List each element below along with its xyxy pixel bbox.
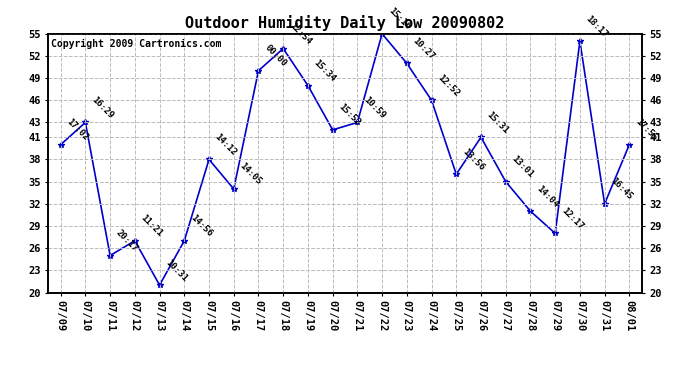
Text: 10:27: 10:27 [411, 36, 436, 61]
Text: 10:31: 10:31 [164, 258, 189, 283]
Text: 12:54: 12:54 [287, 21, 313, 46]
Text: 14:05: 14:05 [238, 162, 264, 187]
Text: 20:17: 20:17 [115, 228, 139, 254]
Text: 15:16: 15:16 [386, 6, 412, 32]
Text: 15:31: 15:31 [485, 110, 511, 135]
Text: 16:29: 16:29 [90, 95, 115, 120]
Text: 17:02: 17:02 [65, 117, 90, 142]
Text: 14:04: 14:04 [535, 184, 560, 209]
Text: 15:34: 15:34 [312, 58, 337, 83]
Text: 15:52: 15:52 [337, 102, 362, 128]
Text: 00:00: 00:00 [263, 43, 288, 69]
Text: 11:21: 11:21 [139, 213, 164, 238]
Title: Outdoor Humidity Daily Low 20090802: Outdoor Humidity Daily Low 20090802 [186, 15, 504, 31]
Text: 10:59: 10:59 [362, 95, 387, 120]
Text: 18:17: 18:17 [584, 13, 609, 39]
Text: 13:56: 13:56 [460, 147, 486, 172]
Text: 16:45: 16:45 [609, 176, 634, 202]
Text: 12:52: 12:52 [435, 73, 461, 98]
Text: 14:56: 14:56 [188, 213, 214, 238]
Text: 14:12: 14:12 [213, 132, 239, 157]
Text: Copyright 2009 Cartronics.com: Copyright 2009 Cartronics.com [51, 39, 221, 49]
Text: 13:01: 13:01 [510, 154, 535, 180]
Text: 12:17: 12:17 [560, 206, 584, 231]
Text: 17:55: 17:55 [633, 117, 659, 142]
